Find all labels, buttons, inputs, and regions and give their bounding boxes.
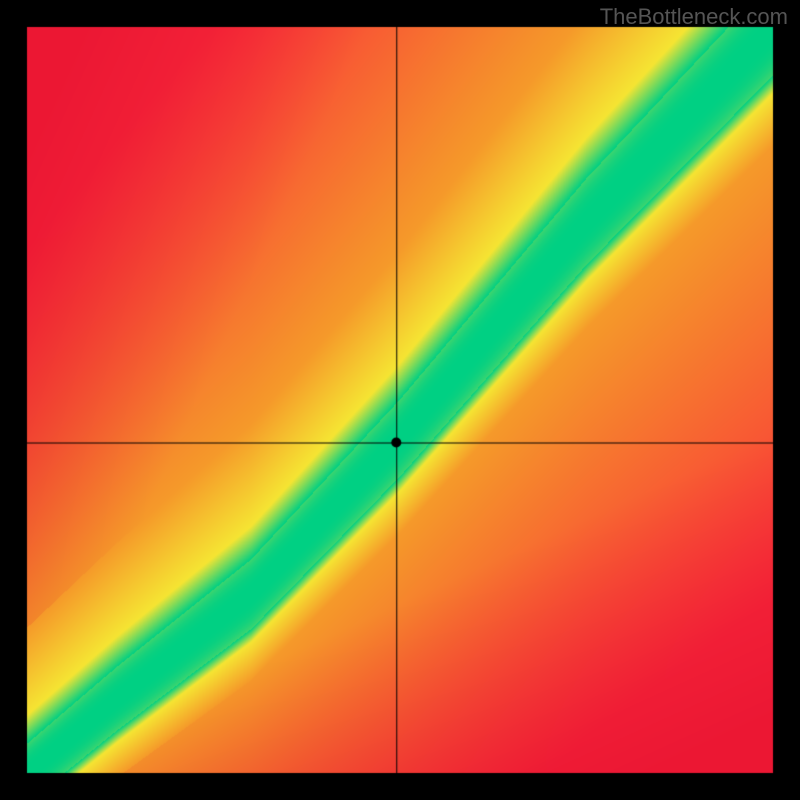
chart-container: TheBottleneck.com	[0, 0, 800, 800]
watermark-text: TheBottleneck.com	[600, 4, 788, 30]
heatmap-canvas	[0, 0, 800, 800]
